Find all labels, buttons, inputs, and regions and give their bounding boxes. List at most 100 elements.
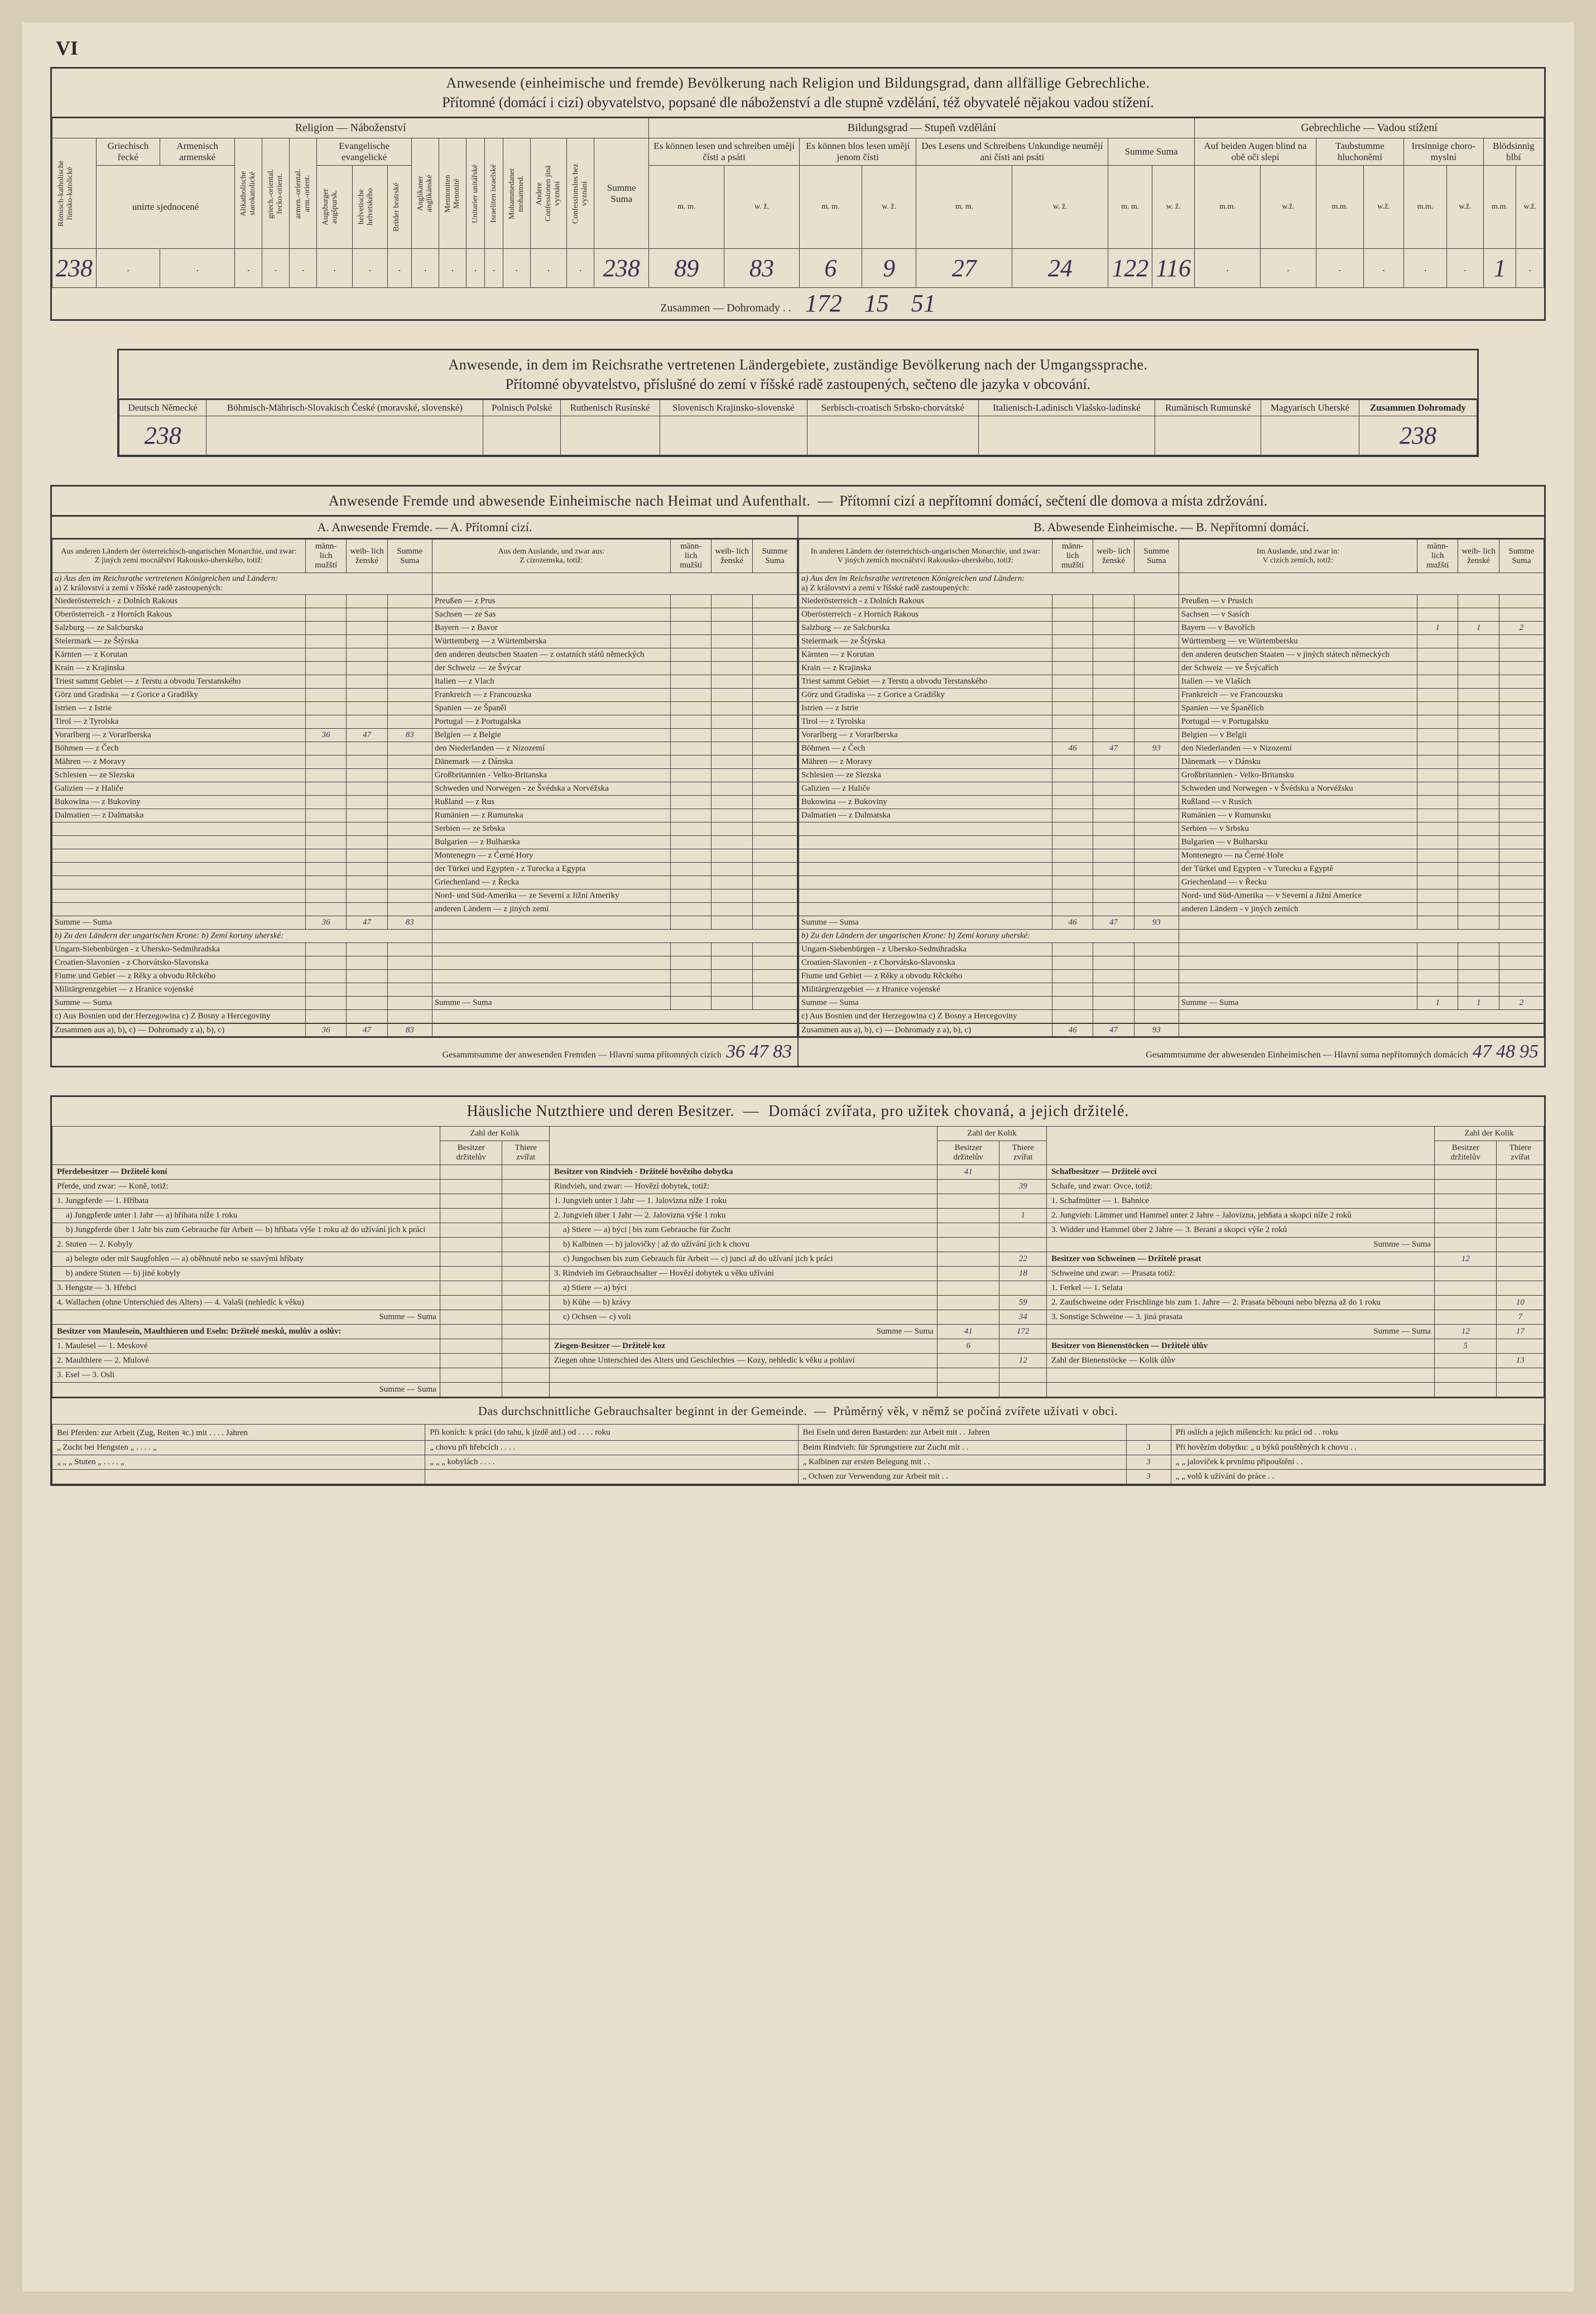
s3b-gs: 95 — [1520, 1041, 1539, 1062]
val-m — [671, 903, 712, 916]
s1-title-cz: Přítomné (domácí i cizí) obyvatelstvo, p… — [63, 93, 1533, 112]
val-s — [387, 675, 432, 689]
s4c2r3cv: 34 — [999, 1310, 1047, 1325]
s4c1h2: Besitzer von Maulesein, Maulthieren und … — [57, 1327, 341, 1336]
country-row: Ungarn-Siebenbürgen - z Uhersko-Sedmihra… — [799, 943, 1052, 956]
val-m — [1052, 876, 1093, 889]
val-m — [671, 648, 712, 662]
val-m — [1052, 702, 1093, 715]
val-m — [1417, 782, 1458, 796]
val-w — [1093, 849, 1134, 863]
val-m: 46 — [1052, 742, 1093, 756]
val-m — [671, 662, 712, 675]
val-w — [1458, 849, 1499, 863]
val-m — [1417, 715, 1458, 729]
foreign-row: den Niederlanden — v Nizozemí — [1179, 742, 1417, 756]
s3b-m2: männ- lich mužští — [1417, 540, 1458, 573]
s3a-zm: 36 — [305, 1023, 346, 1037]
s4c3schwb: 12 — [1434, 1252, 1497, 1267]
val-w — [1093, 796, 1134, 809]
country-row: Croatien-Slavonien - z Chorvátsko-Slavon… — [799, 956, 1052, 970]
country-row — [52, 876, 306, 889]
val-s — [752, 648, 797, 662]
s2-title-de: Anwesende, in dem im Reichsrathe vertret… — [130, 355, 1466, 374]
s3a-zs: 83 — [387, 1023, 432, 1037]
val-w — [347, 622, 387, 635]
foreign-row: Frankreich — z Francouzska — [432, 689, 670, 702]
val-w — [712, 849, 752, 863]
s4c1sum2: Summe — Suma — [52, 1383, 440, 1397]
val-w — [712, 729, 752, 742]
s4-t3: Thiere zvířat — [1497, 1141, 1544, 1165]
val-w — [1093, 809, 1134, 822]
val-s — [1499, 903, 1544, 916]
val-s — [1499, 595, 1544, 608]
col-b3: Des Lesens und Schreibens Unkundige neum… — [916, 138, 1108, 166]
val-m — [305, 675, 346, 689]
foreign-row: Sachsen — v Sasích — [1179, 608, 1417, 622]
country-row: Galizien — z Haliče — [799, 782, 1052, 796]
val-rk: 238 — [52, 249, 97, 288]
val-m — [671, 889, 712, 903]
val-s — [1134, 769, 1179, 782]
country-row: Istrien — z Istrie — [52, 702, 306, 715]
col-altk: Altkatholische starokatolické — [238, 155, 258, 233]
s4-title-de: Häusliche Nutzthiere und deren Besitzer. — [467, 1103, 735, 1120]
val-s — [387, 849, 432, 863]
val-m — [1417, 689, 1458, 702]
s3b-ab-cz: V cizích zemích, totiž: — [1182, 556, 1414, 565]
val-s — [1499, 876, 1544, 889]
s3a-from-de: Aus anderen Ländern der österreichisch-u… — [56, 547, 302, 556]
foreign-row: Serbien — v Srbsku — [1179, 822, 1417, 836]
lang-c5: Slovenisch Krajinsko-slovenské — [660, 400, 807, 416]
val-w — [1458, 756, 1499, 769]
foreign-row: der Schweiz — ze Švýcar — [432, 662, 670, 675]
s3a-forlbl: Summe — Suma — [432, 997, 670, 1010]
val-w — [347, 849, 387, 863]
s3b-ahead-cz: a) Z království a zemí v říšské radě zas… — [801, 584, 969, 593]
lang-c2: Böhmisch-Mährisch-Slovakisch České (mora… — [206, 400, 483, 416]
s3a-asumlbl: Summe — Suma — [52, 916, 306, 930]
val-m — [1052, 756, 1093, 769]
s4c2r3av: 18 — [999, 1267, 1047, 1281]
s4c1h1b: Pferde, und zwar: — Koně, totiž: — [52, 1180, 440, 1194]
val-m — [305, 782, 346, 796]
val-s — [1499, 822, 1544, 836]
val-w — [1458, 822, 1499, 836]
s3b-ass: 93 — [1134, 916, 1179, 930]
val-s — [1134, 822, 1179, 836]
val-s — [1134, 889, 1179, 903]
val-w — [1093, 769, 1134, 782]
s3b-asm: 46 — [1052, 916, 1093, 930]
val-b2m: 6 — [799, 249, 862, 288]
val-s — [387, 648, 432, 662]
country-row: Niederösterreich - z Dolních Rakous — [799, 595, 1052, 608]
val-b3m: 27 — [916, 249, 1012, 288]
val-w: 47 — [1093, 742, 1134, 756]
val-m — [1417, 796, 1458, 809]
val-s — [752, 662, 797, 675]
country-row: Fiume und Gebiet — z Rěky a obvodu Rěcké… — [52, 970, 306, 983]
val-w — [1093, 822, 1134, 836]
val-w — [1093, 782, 1134, 796]
val-s — [752, 876, 797, 889]
val-s — [1134, 648, 1179, 662]
s4c2sumb: 41 — [937, 1325, 999, 1339]
val-s — [1134, 849, 1179, 863]
foreign-row: anderen Ländern — z jiných zemí — [432, 903, 670, 916]
country-row: Tirol — z Tyrolska — [799, 715, 1052, 729]
val-w — [712, 742, 752, 756]
fr-d1: Při oslích a jejich míšencích: ku práci … — [1171, 1425, 1544, 1441]
val-w — [1093, 702, 1134, 715]
val-m — [1052, 809, 1093, 822]
section-language: Anwesende, in dem im Reichsrathe vertret… — [117, 349, 1479, 457]
s4-z2: Zahl der Kolik — [937, 1127, 1046, 1141]
val-s — [387, 595, 432, 608]
val-w — [347, 662, 387, 675]
val-w — [1458, 715, 1499, 729]
val-w — [1458, 648, 1499, 662]
s4c2r3b: b) Kühe — b) krávy — [549, 1296, 937, 1310]
val-w — [712, 782, 752, 796]
fr-d2: Při hovězím dobytku: „ u býků pouštěných… — [1171, 1441, 1544, 1455]
country-row — [52, 889, 306, 903]
